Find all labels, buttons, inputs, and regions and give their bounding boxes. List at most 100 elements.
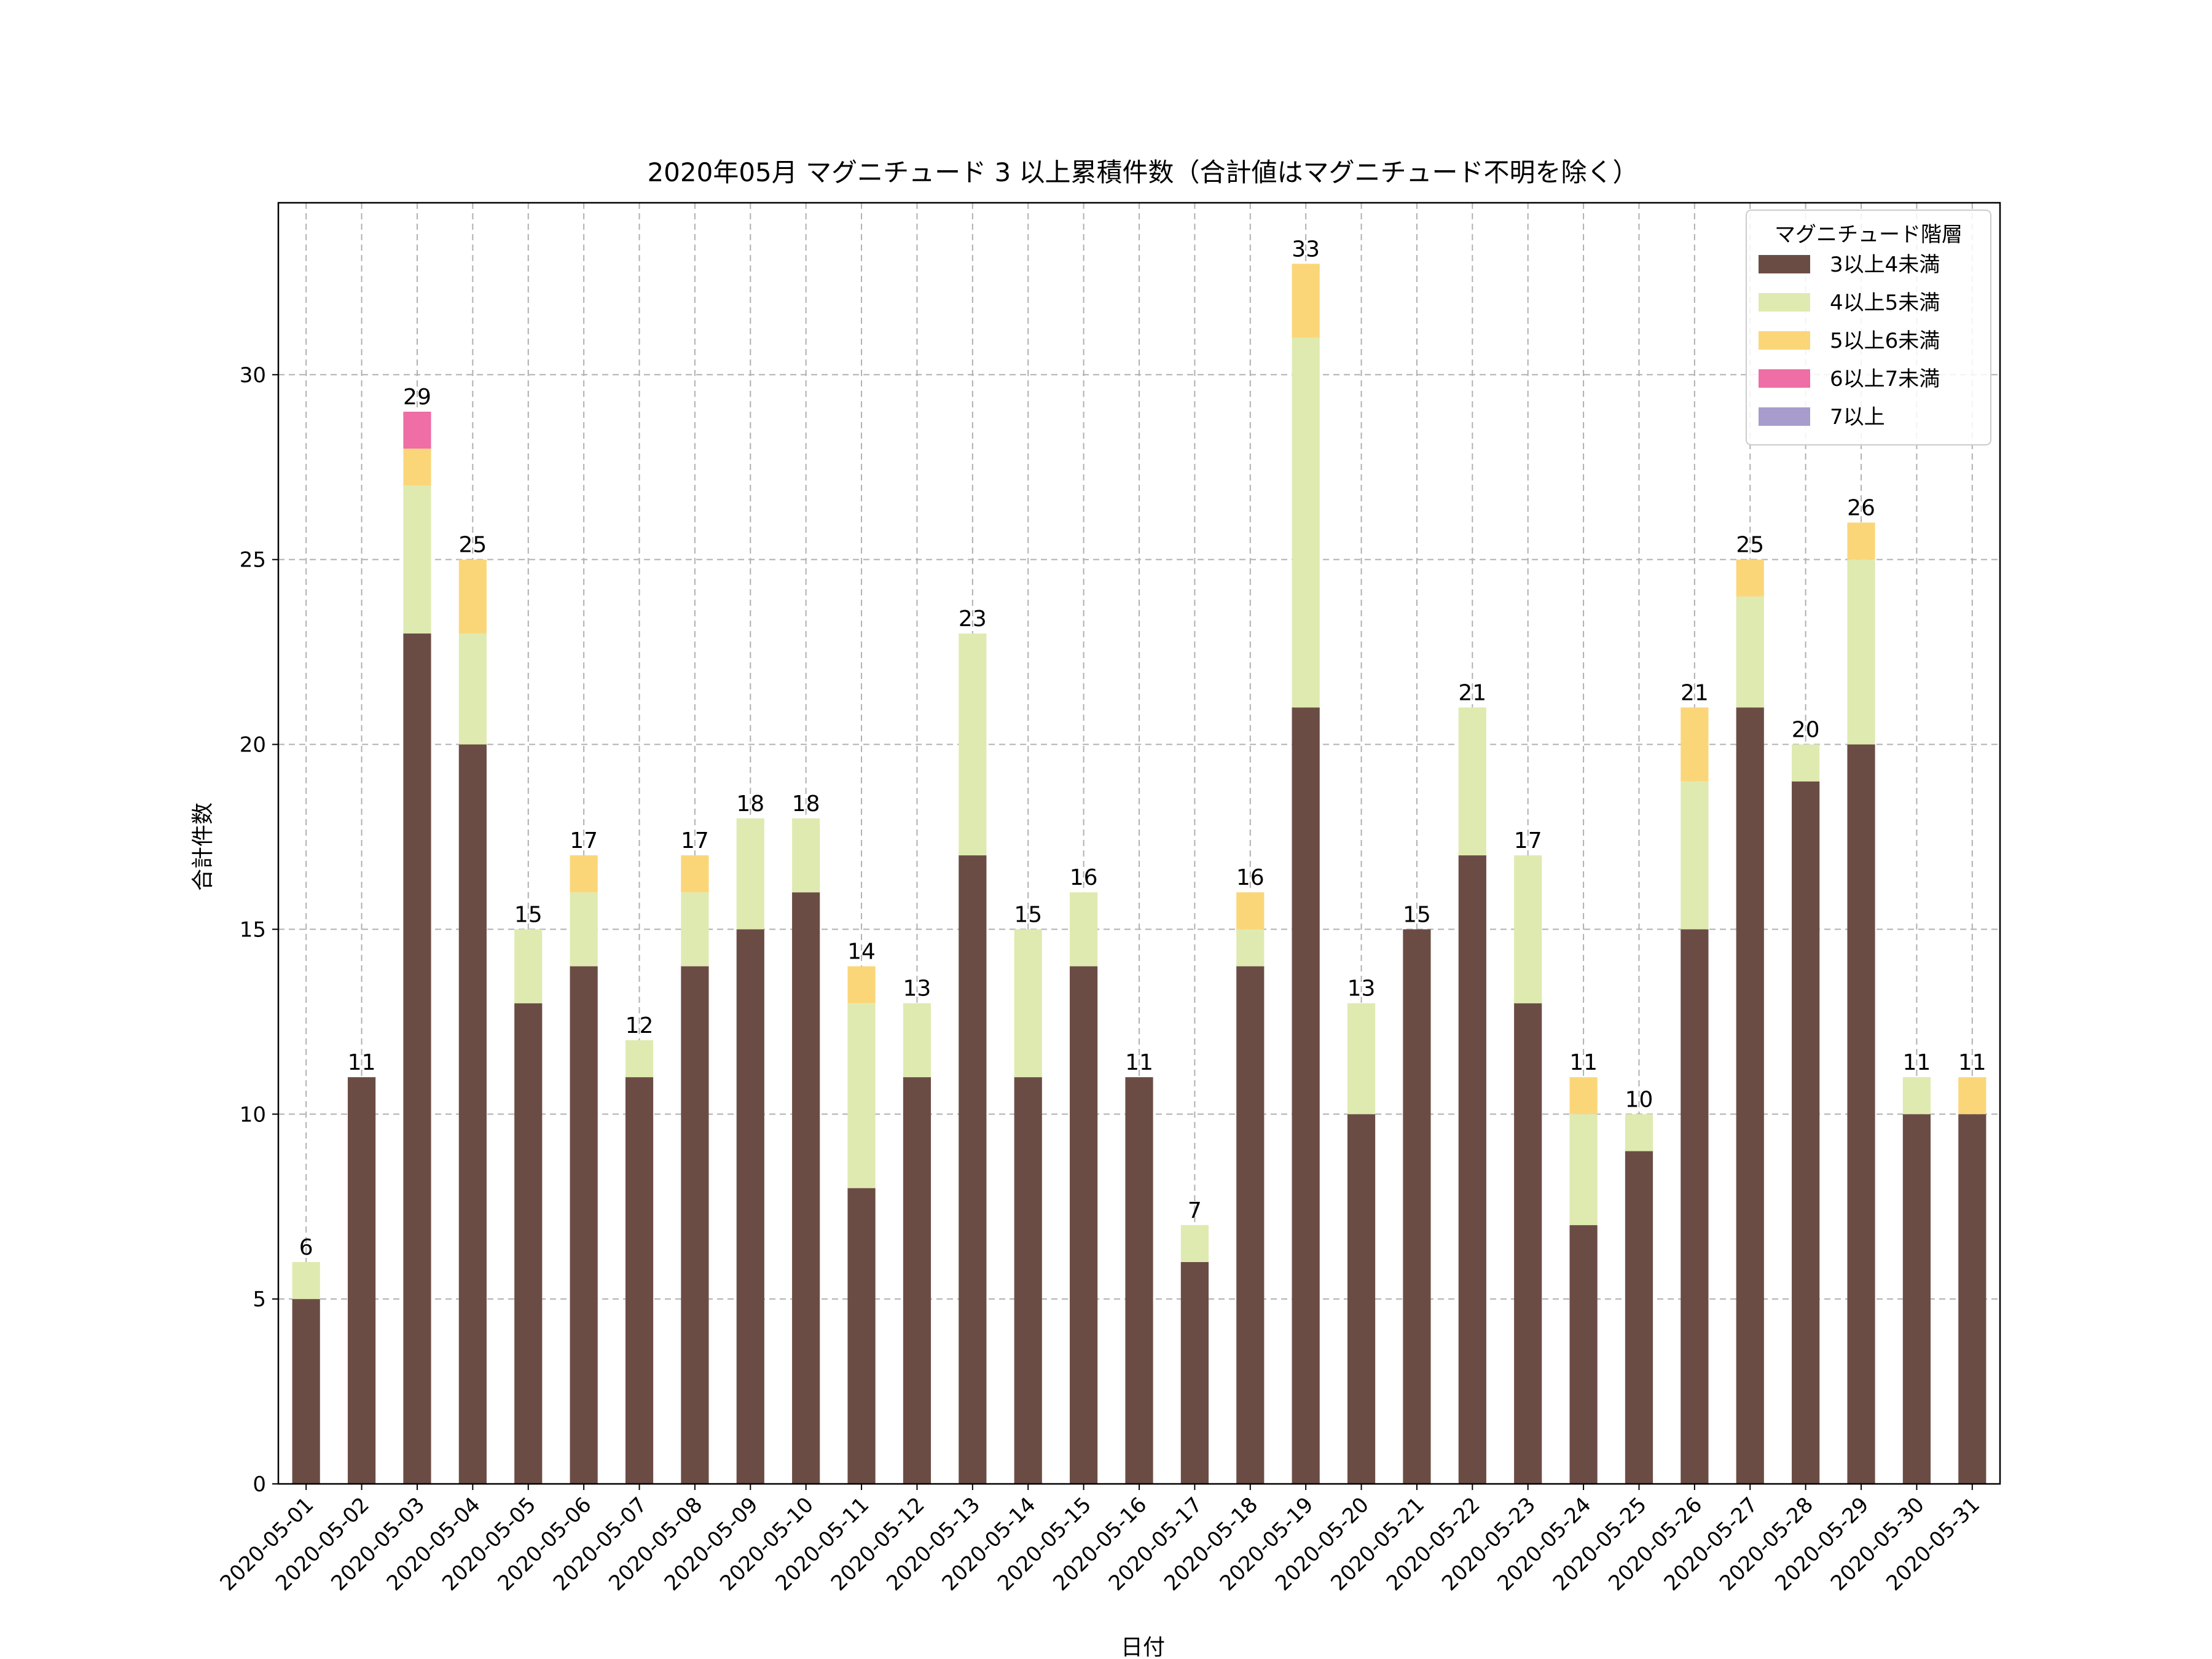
bar-segment <box>1125 1077 1153 1484</box>
bar-total-label: 18 <box>736 791 764 817</box>
bar-segment <box>514 1003 543 1484</box>
x-axis: 2020-05-012020-05-022020-05-032020-05-04… <box>216 1484 1985 1596</box>
bar-total-label: 23 <box>959 606 987 632</box>
bar-segment <box>403 633 431 1484</box>
legend-label: 7以上 <box>1830 405 1885 429</box>
bar-segment <box>570 966 598 1484</box>
bar-total-label: 15 <box>1403 902 1431 927</box>
bar-segment <box>458 744 487 1484</box>
y-tick-label: 20 <box>240 733 266 758</box>
bar-total-label: 12 <box>626 1013 654 1038</box>
bar-segment <box>1458 707 1486 856</box>
bar-segment <box>903 1003 931 1078</box>
bar-total-label: 17 <box>1514 828 1542 853</box>
bar-segment <box>792 892 820 1484</box>
x-axis-title: 日付 <box>1121 1635 1165 1659</box>
bar-segment <box>1236 966 1265 1484</box>
bar-segment <box>1902 1114 1931 1484</box>
bar-total-label: 18 <box>792 791 820 817</box>
legend: マグニチュード階層 3以上4未満 4以上5未満 5以上6未満 6以上7未満 7以上 <box>1746 210 1991 445</box>
bar-segment <box>1736 596 1764 708</box>
bar-segment <box>1736 707 1764 1484</box>
bar-segment <box>1681 781 1709 930</box>
legend-swatch <box>1759 407 1810 426</box>
bar-segment <box>736 929 764 1484</box>
bar-segment <box>1792 744 1820 782</box>
y-tick-label: 0 <box>253 1472 266 1497</box>
bar-segment <box>1792 781 1820 1484</box>
bar-total-label: 29 <box>403 385 431 410</box>
y-tick-label: 5 <box>253 1287 266 1312</box>
chart-title: 2020年05月 マグニチュード 3 以上累積件数（合計値はマグニチュード不明を… <box>647 157 1638 187</box>
legend-label: 6以上7未満 <box>1830 367 1940 391</box>
bar-segment <box>1681 929 1709 1484</box>
legend-swatch <box>1759 331 1810 350</box>
bar-segment <box>1014 929 1042 1078</box>
bar-segment <box>959 633 987 856</box>
bar-total-label: 16 <box>1236 865 1265 890</box>
bar-segment <box>1736 559 1764 597</box>
y-tick-label: 25 <box>240 548 266 573</box>
bar-segment <box>1958 1077 1986 1115</box>
bar-segment <box>292 1299 320 1484</box>
bar-total-label: 16 <box>1070 865 1098 890</box>
bar-segment <box>736 818 764 930</box>
bar-segment <box>847 966 876 1003</box>
bar-total-label: 11 <box>348 1050 376 1075</box>
bar-segment <box>1236 892 1265 930</box>
bar-segment <box>1458 855 1486 1484</box>
bar-segment <box>1070 892 1098 967</box>
bar-segment <box>1014 1077 1042 1484</box>
bar-total-label: 11 <box>1125 1050 1153 1075</box>
y-axis: 0 5 10 15 20 25 30 <box>240 363 278 1497</box>
bar-total-label: 21 <box>1681 680 1709 705</box>
bar-segment <box>1180 1225 1209 1262</box>
bar-segment <box>570 892 598 967</box>
bar-total-label: 11 <box>1958 1050 1986 1075</box>
legend-swatch <box>1759 369 1810 388</box>
bar-total-label: 15 <box>514 902 543 927</box>
bar-total-label: 11 <box>1903 1050 1931 1075</box>
bar-total-label: 13 <box>1347 976 1376 1002</box>
bar-segment <box>1292 707 1320 1484</box>
bar-segment <box>681 966 709 1484</box>
bar-segment <box>1347 1114 1376 1484</box>
bar-segment <box>1569 1225 1598 1484</box>
bar-segment <box>347 1077 376 1484</box>
y-tick-label: 15 <box>240 917 266 942</box>
bar-segment <box>1514 1003 1542 1484</box>
bar-segment <box>1569 1114 1598 1225</box>
bar-segment <box>1403 929 1431 1484</box>
bar-total-label: 20 <box>1792 718 1820 743</box>
bar-segment <box>1847 522 1875 560</box>
bar-segment <box>1292 264 1320 338</box>
bar-segment <box>959 855 987 1484</box>
bar-segment <box>403 449 431 486</box>
bar-segment <box>458 633 487 745</box>
legend-label: 4以上5未満 <box>1830 291 1940 315</box>
y-axis-title: 合計件数 <box>190 802 216 891</box>
bar-segment <box>681 892 709 967</box>
bars-layer <box>292 264 1986 1484</box>
bar-segment <box>1180 1261 1209 1484</box>
bar-segment <box>625 1040 654 1078</box>
bar-total-label: 10 <box>1625 1087 1653 1112</box>
bar-total-label: 7 <box>1188 1198 1202 1223</box>
legend-label: 3以上4未満 <box>1830 253 1940 277</box>
bar-total-label: 33 <box>1292 237 1320 262</box>
legend-items: 3以上4未満 4以上5未満 5以上6未満 6以上7未満 7以上 <box>1759 253 1940 429</box>
bar-segment <box>1958 1114 1986 1484</box>
bar-segment <box>403 485 431 634</box>
bar-total-label: 25 <box>1736 533 1764 558</box>
legend-swatch <box>1759 255 1810 273</box>
bar-segment <box>1514 855 1542 1003</box>
bar-total-label: 17 <box>570 828 598 853</box>
bar-segment <box>1625 1151 1653 1484</box>
bar-segment <box>1070 966 1098 1484</box>
bar-segment <box>681 855 709 893</box>
bar-total-label: 26 <box>1847 495 1875 520</box>
bar-total-label: 15 <box>1014 902 1042 927</box>
bar-total-label: 17 <box>681 828 709 853</box>
bar-segment <box>1236 929 1265 967</box>
